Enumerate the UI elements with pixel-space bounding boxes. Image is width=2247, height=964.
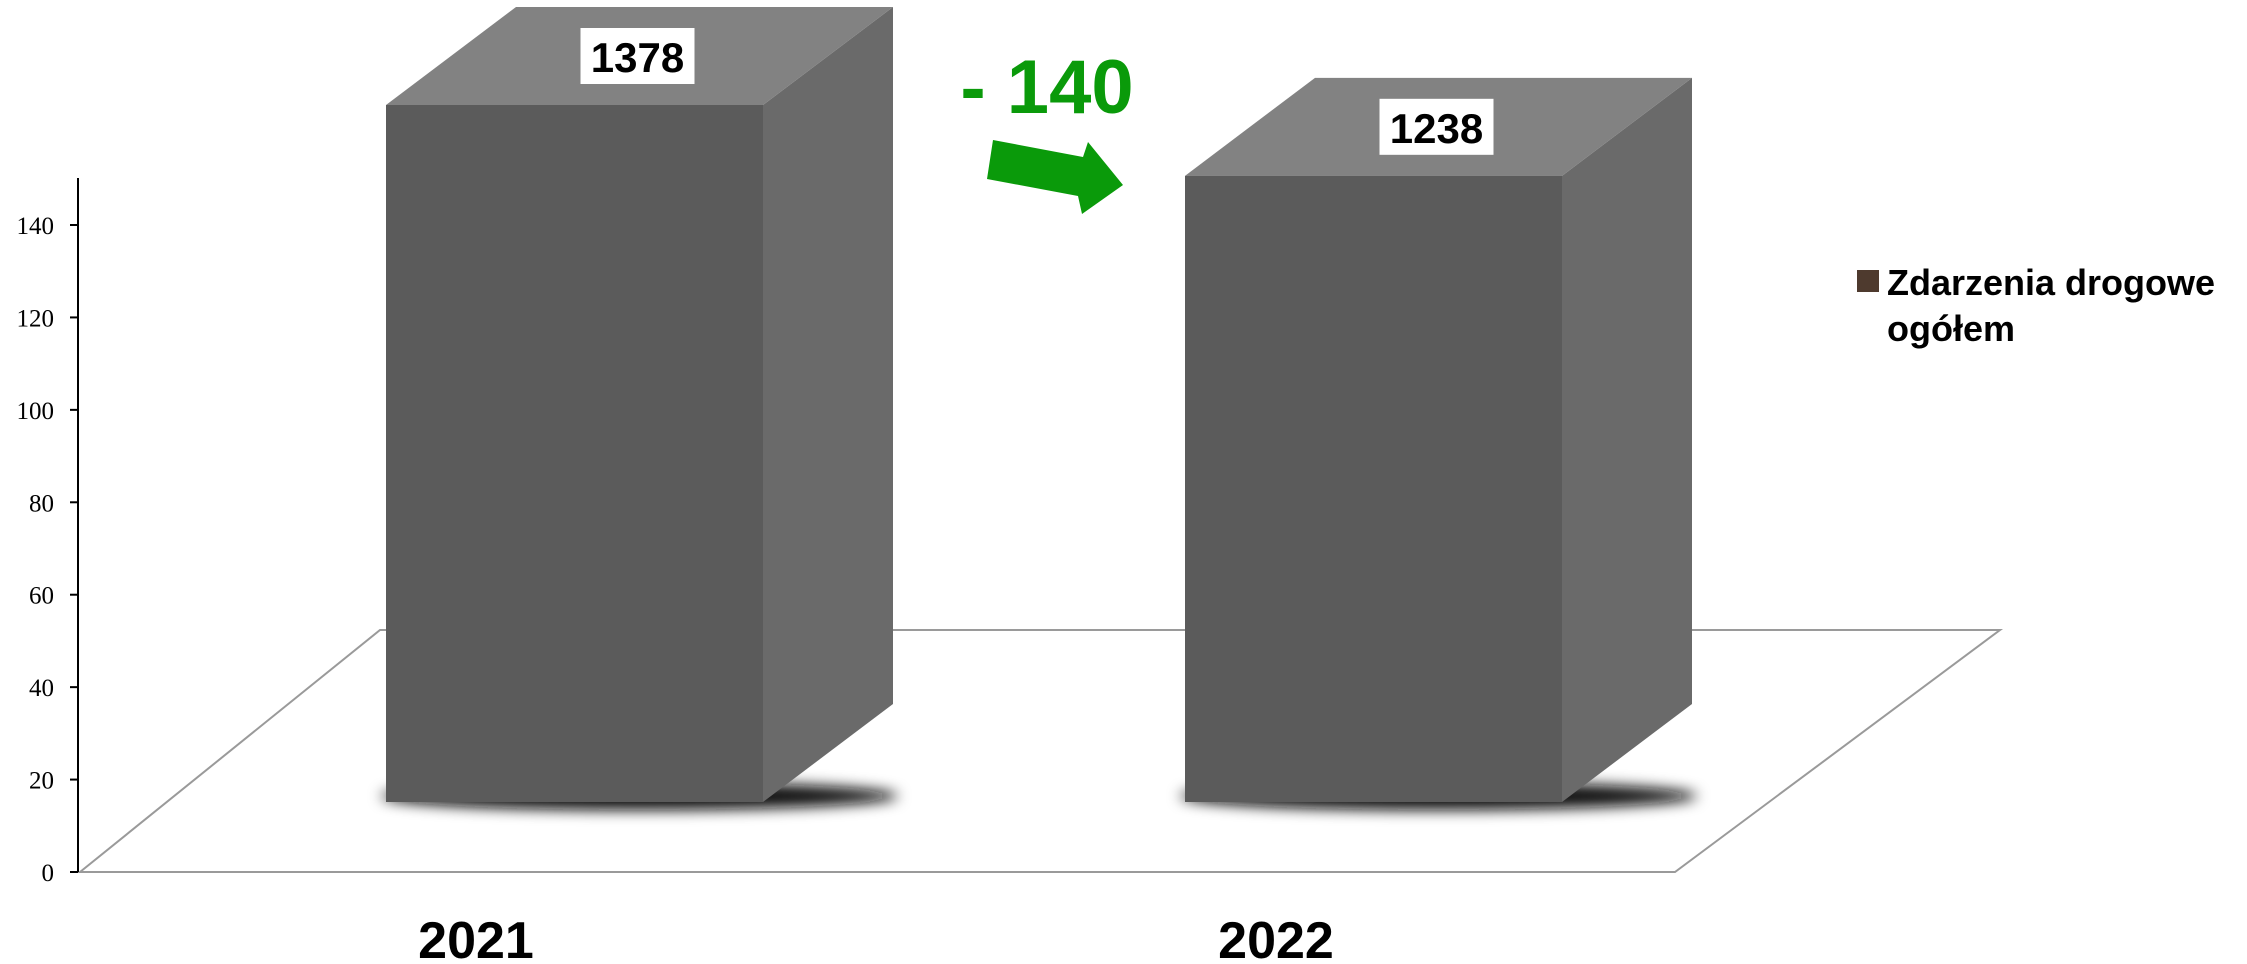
bar-side-2021: [763, 7, 893, 802]
bar-2022: [1185, 175, 1562, 803]
bar-2021: [386, 105, 763, 802]
legend-label-line-1: Zdarzenia drogowe: [1887, 262, 2215, 303]
legend-label: Zdarzenia drogowe ogółem: [1887, 262, 2225, 349]
data-label-2022: 1238: [1390, 105, 1483, 152]
y-tick-label: 100: [17, 398, 55, 425]
y-tick-label: 120: [17, 305, 55, 332]
y-ticks: 0 20 40 60 80 100 120 140: [17, 213, 78, 887]
category-label-2022: 2022: [1218, 912, 1334, 959]
delta-annotation: - 140: [960, 45, 1133, 130]
y-tick-label: 140: [17, 213, 55, 240]
legend-label-line-2: ogółem: [1887, 308, 2015, 349]
floor-plane: [77, 629, 2004, 873]
y-tick-label: 80: [29, 490, 54, 517]
bar-side-2022: [1562, 77, 1692, 803]
data-label-2021: 1378: [591, 34, 684, 81]
y-tick-label: 0: [42, 860, 55, 887]
legend-swatch: [1857, 270, 1879, 292]
decrease-arrow-icon: [987, 140, 1123, 214]
y-tick-label: 20: [29, 768, 54, 795]
y-tick-label: 60: [29, 583, 54, 610]
data-label-box: [580, 28, 695, 84]
bars: 1378 1238: [381, 7, 1697, 810]
category-label-2021: 2021: [418, 912, 534, 959]
y-tick-label: 40: [29, 675, 54, 702]
data-label-box: [1379, 98, 1494, 155]
